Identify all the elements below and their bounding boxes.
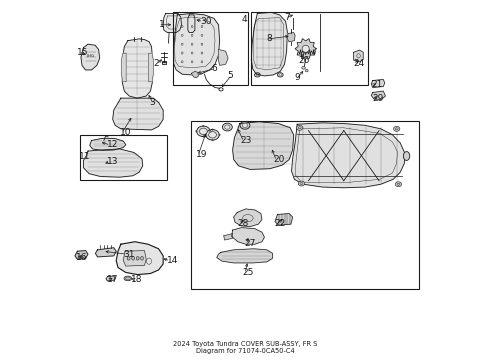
Text: 10: 10 [120, 128, 131, 137]
Bar [80, 135, 168, 180]
Polygon shape [354, 50, 363, 62]
Text: 26: 26 [298, 55, 309, 64]
Polygon shape [287, 32, 295, 42]
Ellipse shape [403, 152, 410, 161]
Polygon shape [251, 12, 287, 76]
Polygon shape [122, 53, 126, 82]
Text: 24: 24 [354, 59, 365, 68]
Text: 28: 28 [237, 219, 248, 228]
Polygon shape [174, 13, 220, 75]
Ellipse shape [206, 130, 219, 140]
Text: 4: 4 [242, 15, 247, 24]
Text: 27: 27 [245, 239, 256, 248]
Polygon shape [96, 248, 116, 257]
Polygon shape [292, 123, 404, 188]
Polygon shape [123, 251, 146, 266]
Bar [172, 13, 248, 85]
Text: 8: 8 [266, 34, 272, 43]
Text: 30: 30 [200, 17, 211, 26]
Polygon shape [163, 13, 181, 32]
Text: 9: 9 [294, 73, 300, 82]
Ellipse shape [298, 181, 305, 186]
Bar [162, 62, 166, 64]
Text: 2: 2 [153, 59, 159, 68]
Text: 22: 22 [274, 219, 285, 228]
Text: 6: 6 [212, 64, 217, 73]
Polygon shape [75, 251, 88, 259]
Text: 23: 23 [241, 136, 252, 145]
Bar [85, 257, 86, 259]
Ellipse shape [127, 257, 130, 260]
Text: 5: 5 [227, 71, 233, 80]
Polygon shape [371, 80, 385, 87]
Polygon shape [122, 39, 152, 98]
Text: 15: 15 [77, 48, 89, 57]
Ellipse shape [240, 121, 250, 129]
Text: 12: 12 [107, 140, 118, 149]
Text: LHG: LHG [86, 54, 95, 58]
Polygon shape [234, 209, 262, 226]
Ellipse shape [302, 66, 305, 69]
Polygon shape [295, 39, 316, 59]
Polygon shape [116, 242, 163, 275]
Text: 1: 1 [159, 20, 164, 29]
Bar [251, 13, 368, 85]
Ellipse shape [305, 69, 308, 72]
Text: 19: 19 [196, 150, 207, 159]
Polygon shape [217, 249, 272, 263]
Bar [192, 121, 418, 289]
Polygon shape [371, 91, 386, 100]
Polygon shape [232, 228, 265, 244]
Polygon shape [83, 149, 143, 177]
Ellipse shape [199, 128, 207, 135]
Ellipse shape [136, 257, 139, 260]
Polygon shape [275, 213, 293, 225]
Text: 29: 29 [373, 94, 384, 103]
Polygon shape [148, 53, 153, 82]
Text: 2024 Toyota Tundra COVER SUB-ASSY, FR S
Diagram for 71074-0CA50-C4: 2024 Toyota Tundra COVER SUB-ASSY, FR S … [173, 341, 317, 354]
Polygon shape [224, 234, 233, 240]
Text: 20: 20 [273, 155, 285, 164]
Text: 7: 7 [284, 13, 290, 22]
Ellipse shape [393, 126, 400, 131]
Bar [80, 257, 82, 259]
Text: 18: 18 [131, 275, 143, 284]
Polygon shape [219, 49, 228, 66]
Bar [78, 257, 80, 259]
Text: 16: 16 [76, 253, 88, 262]
Ellipse shape [243, 123, 247, 127]
Text: 21: 21 [371, 80, 383, 89]
Polygon shape [192, 71, 198, 78]
Text: 3: 3 [150, 98, 155, 107]
Text: 31: 31 [123, 249, 135, 258]
Ellipse shape [395, 182, 402, 187]
Text: 17: 17 [107, 275, 119, 284]
Ellipse shape [132, 257, 135, 260]
Text: 13: 13 [107, 157, 118, 166]
Text: 11: 11 [78, 152, 90, 161]
Ellipse shape [124, 276, 132, 281]
Text: 14: 14 [168, 256, 179, 265]
Polygon shape [233, 122, 294, 170]
Ellipse shape [209, 132, 217, 138]
Ellipse shape [225, 125, 230, 129]
Ellipse shape [141, 257, 144, 260]
Polygon shape [106, 276, 115, 281]
Bar [83, 257, 84, 259]
Ellipse shape [302, 45, 309, 52]
Polygon shape [188, 15, 195, 32]
Text: 25: 25 [242, 268, 253, 277]
Ellipse shape [196, 126, 210, 136]
Polygon shape [81, 44, 99, 70]
Polygon shape [113, 98, 163, 130]
Ellipse shape [296, 125, 303, 130]
Ellipse shape [222, 123, 232, 131]
Polygon shape [90, 138, 126, 150]
